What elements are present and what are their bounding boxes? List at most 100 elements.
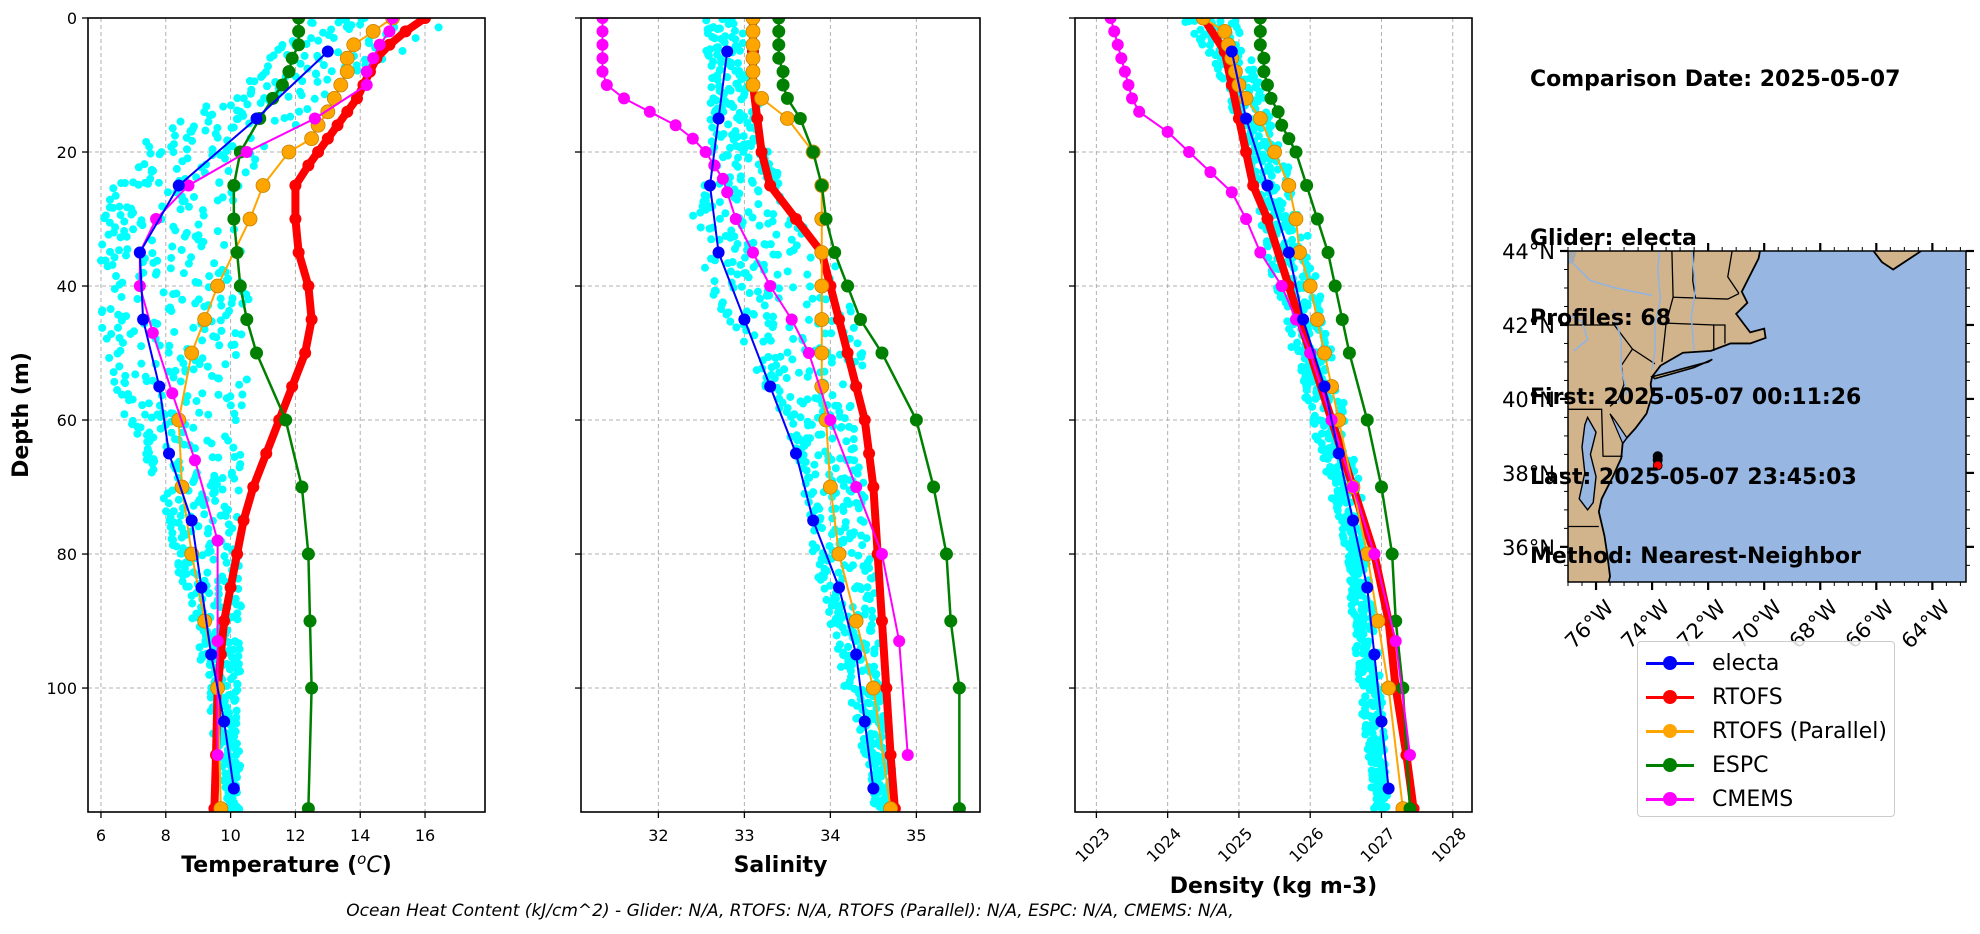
series-marker [832, 313, 845, 326]
glider-raw-point [831, 401, 840, 410]
glider-raw-point [1334, 500, 1343, 509]
glider-raw-point [174, 559, 183, 568]
glider-raw-point [98, 306, 107, 315]
glider-raw-point [1293, 338, 1302, 347]
glider-raw-point [755, 221, 764, 230]
series-marker [1310, 212, 1324, 226]
glider-raw-point [115, 246, 124, 255]
glider-raw-point [844, 642, 853, 651]
series-marker [260, 447, 273, 460]
glider-raw-point [233, 615, 242, 624]
series-marker [643, 105, 656, 118]
glider-raw-point [225, 709, 234, 718]
series-marker [383, 25, 396, 38]
series-marker [1332, 447, 1345, 460]
glider-raw-point [861, 566, 870, 575]
river [1612, 309, 1628, 404]
glider-raw-point [1198, 40, 1207, 49]
glider-raw-point [216, 294, 225, 303]
glider-raw-point [689, 211, 698, 220]
glider-raw-point [709, 290, 718, 299]
glider-raw-point [1297, 366, 1306, 375]
glider-raw-point [151, 270, 160, 279]
glider-raw-point [718, 298, 727, 307]
temperature-panel: 6 8 10 12 14 16 0 20 40 60 80 100 Temperature (oC) De… [9, 9, 486, 878]
map-lon-label: 76°W [1560, 595, 1618, 653]
glider-raw-point [169, 148, 178, 157]
glider-raw-point [216, 511, 225, 520]
glider-raw-point [702, 46, 711, 55]
series-marker [1247, 179, 1260, 192]
series-marker [867, 481, 880, 494]
glider-raw-point [696, 223, 705, 232]
series-marker [745, 37, 761, 53]
series-marker [863, 447, 876, 460]
glider-raw-point [808, 294, 817, 303]
glider-raw-point [1350, 583, 1359, 592]
glider-raw-point [746, 142, 755, 151]
glider-raw-point [739, 132, 748, 141]
glider-raw-point [733, 270, 742, 279]
glider-raw-point [866, 574, 875, 583]
series-marker [617, 92, 630, 105]
glider-raw-point [782, 374, 791, 383]
glider-raw-point [168, 124, 177, 133]
glider-raw-point [863, 698, 872, 707]
series-marker [1133, 105, 1146, 118]
glider-raw-point [854, 551, 863, 560]
glider-raw-point [147, 236, 156, 245]
glider-raw-point [822, 595, 831, 604]
x-tick-label: 1028 [1428, 824, 1470, 866]
glider-raw-point [728, 258, 737, 267]
glider-raw-point [169, 373, 178, 382]
x-tick-label: 6 [96, 826, 106, 845]
glider-raw-point [256, 99, 265, 108]
series-marker [1161, 125, 1174, 138]
glider-raw-point [1248, 68, 1257, 77]
series-marker [1317, 345, 1332, 361]
series-marker [596, 52, 609, 65]
series-marker [1240, 146, 1253, 159]
series-marker [1346, 481, 1359, 494]
glider-raw-point [726, 143, 735, 152]
series-marker [850, 648, 863, 661]
glider-raw-point [230, 409, 239, 418]
state-border [1713, 324, 1726, 344]
glider-raw-point [729, 19, 738, 28]
x-tick-label: 33 [734, 826, 754, 845]
glider-raw-point [143, 179, 152, 188]
glider-raw-point [210, 601, 219, 610]
glider-raw-point [1190, 29, 1199, 38]
glider-raw-point [239, 111, 248, 120]
series-marker [386, 18, 399, 24]
series-marker [292, 24, 306, 38]
legend-label: electa [1712, 650, 1780, 676]
glider-raw-point [215, 341, 224, 350]
glider-raw-point [869, 714, 878, 723]
glider-raw-point [838, 380, 847, 389]
glider-raw-point [105, 247, 114, 256]
series-marker [716, 172, 729, 185]
series-marker [1302, 278, 1318, 294]
glider-raw-point [184, 202, 193, 211]
legend-item-cmems: CMEMS [1638, 782, 1894, 816]
glider-raw-point [224, 274, 233, 283]
land [1568, 251, 1767, 582]
glider-raw-point [1219, 74, 1228, 83]
glider-raw-point [147, 413, 156, 422]
glider-raw-point [1197, 33, 1206, 42]
glider-raw-point [738, 29, 747, 38]
series-marker [1115, 52, 1128, 65]
series-line [138, 50, 329, 789]
glider-raw-point [147, 167, 156, 176]
glider-raw-point [1217, 10, 1225, 18]
series-marker [952, 802, 966, 812]
glider-raw-point [1311, 394, 1320, 403]
series-cmems [1104, 18, 1416, 762]
series-marker [350, 92, 363, 105]
glider-raw-point [789, 334, 798, 343]
glider-raw-point [109, 228, 118, 237]
series-marker [282, 65, 296, 79]
glider-raw-point [183, 154, 192, 163]
x-tick-label: 34 [820, 826, 840, 845]
